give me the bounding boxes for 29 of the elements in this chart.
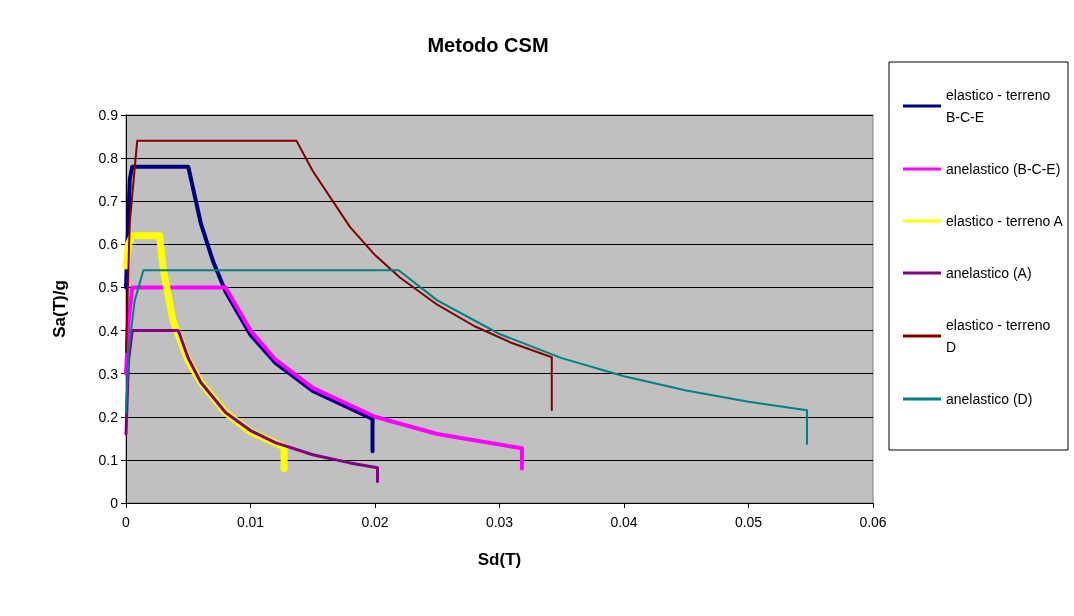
legend-label: anelastico (A) (946, 265, 1032, 281)
y-axis-title: Sa(T)/g (50, 280, 69, 338)
y-tick-label: 0.5 (98, 279, 119, 296)
x-tick-label: 0 (122, 514, 131, 530)
y-tick-label: 0.1 (98, 451, 119, 468)
x-tick-label: 0.01 (236, 514, 265, 530)
line-series (124, 285, 524, 471)
chart-title: Metodo CSM (427, 34, 549, 56)
legend-label: anelastico (D) (946, 391, 1033, 407)
y-tick-label: 0.3 (98, 365, 119, 382)
y-tick-label: 0.6 (98, 236, 119, 253)
legend-label: elastico - terreno B-C-E (946, 87, 1055, 125)
y-tick-label: 0 (110, 495, 119, 511)
x-tick-label: 0.02 (361, 514, 389, 530)
x-tick-label: 0.06 (859, 514, 887, 530)
y-tick-label: 0.8 (98, 150, 119, 167)
y-tick-label: 0.4 (98, 322, 119, 339)
line-series (125, 139, 553, 411)
line-series (125, 269, 809, 445)
x-axis-title: Sd(T) (477, 550, 522, 569)
y-tick-label: 0.7 (98, 193, 119, 210)
x-tick-label: 0.04 (610, 514, 638, 530)
legend-label: elastico - terreno D (946, 317, 1055, 355)
legend-label: anelastico (B-C-E) (946, 161, 1061, 177)
y-tick-label: 0.2 (98, 408, 119, 425)
x-tick-label: 0.05 (734, 514, 763, 530)
y-tick-label: 0.9 (98, 107, 119, 123)
legend-label: elastico - terreno A (946, 213, 1064, 229)
x-tick-label: 0.03 (485, 514, 514, 530)
